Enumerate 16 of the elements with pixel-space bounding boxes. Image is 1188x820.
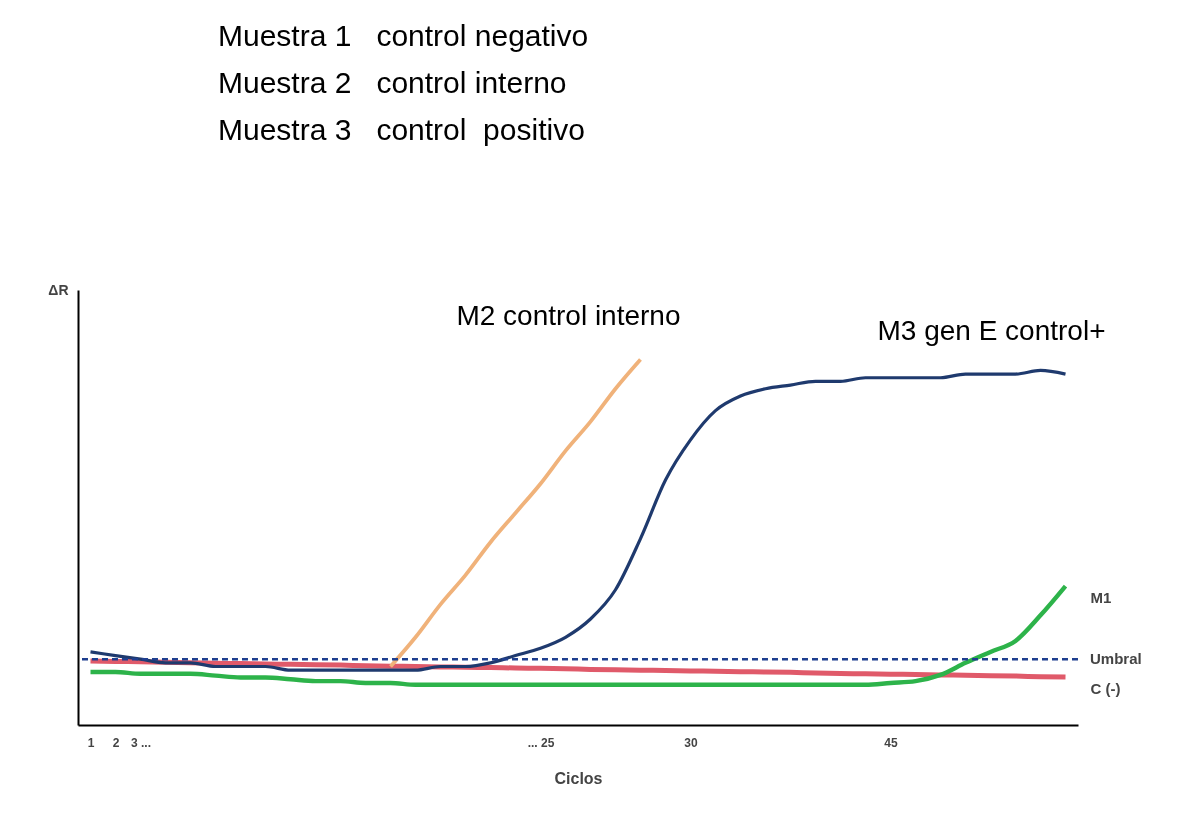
x-tick-label: ... 25 xyxy=(527,735,555,750)
x-tick-label: 45 xyxy=(884,735,898,750)
x-tick-label: 2 xyxy=(112,735,120,750)
series-label: M2 control interno xyxy=(456,300,681,332)
series-label: M3 gen E control+ xyxy=(877,315,1106,347)
x-tick-label: 3 ... xyxy=(130,735,152,750)
x-tick-label: 30 xyxy=(684,735,698,750)
text: Muestra 2 control interno xyxy=(218,65,568,101)
x-tick-label: 1 xyxy=(87,735,95,750)
y-axis-title: ΔR xyxy=(48,281,69,298)
series-label: M1 xyxy=(1090,589,1112,607)
ref-line-label: Umbral xyxy=(1090,650,1142,668)
text: Muestra 3 control positivo xyxy=(218,112,586,148)
text: Muestra 1 control negativo xyxy=(218,18,589,54)
x-axis-title: Ciclos xyxy=(554,769,603,787)
series-label: C (-) xyxy=(1090,680,1121,698)
